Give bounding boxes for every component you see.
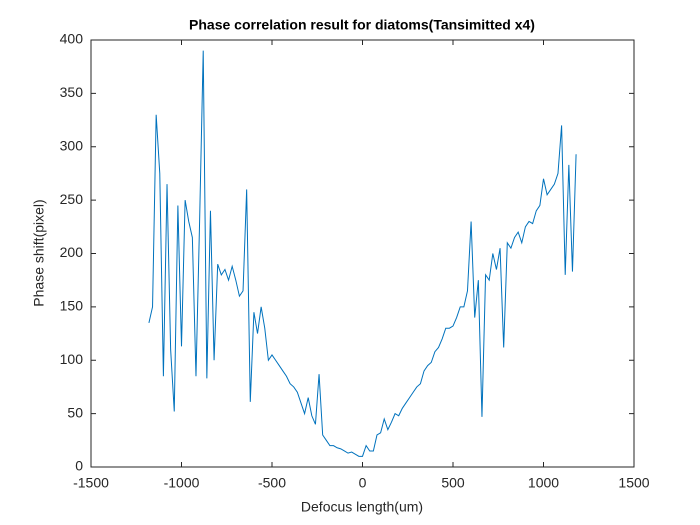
y-tick-label: 150: [60, 298, 84, 314]
x-tick-label: -500: [258, 475, 286, 491]
y-tick-label: 100: [60, 351, 84, 367]
y-tick-label: 350: [60, 84, 84, 100]
x-tick-label: 500: [441, 475, 465, 491]
x-tick-label: 1500: [618, 475, 649, 491]
x-tick-label: -1000: [164, 475, 200, 491]
y-axis-label: Phase shift(pixel): [31, 199, 47, 306]
y-tick-label: 300: [60, 137, 84, 153]
x-tick-label: 1000: [528, 475, 559, 491]
x-axis-label: Defocus length(um): [301, 499, 423, 515]
y-tick-label: 50: [67, 404, 83, 420]
y-tick-label: 400: [60, 31, 84, 47]
x-tick-label: 0: [359, 475, 367, 491]
chart-title: Phase correlation result for diatoms(Tan…: [189, 17, 535, 33]
y-tick-label: 250: [60, 191, 84, 207]
x-tick-label: -1500: [73, 475, 109, 491]
data-line: [148, 50, 577, 457]
y-tick-label: 0: [75, 458, 83, 474]
y-tick-label: 200: [60, 244, 84, 260]
